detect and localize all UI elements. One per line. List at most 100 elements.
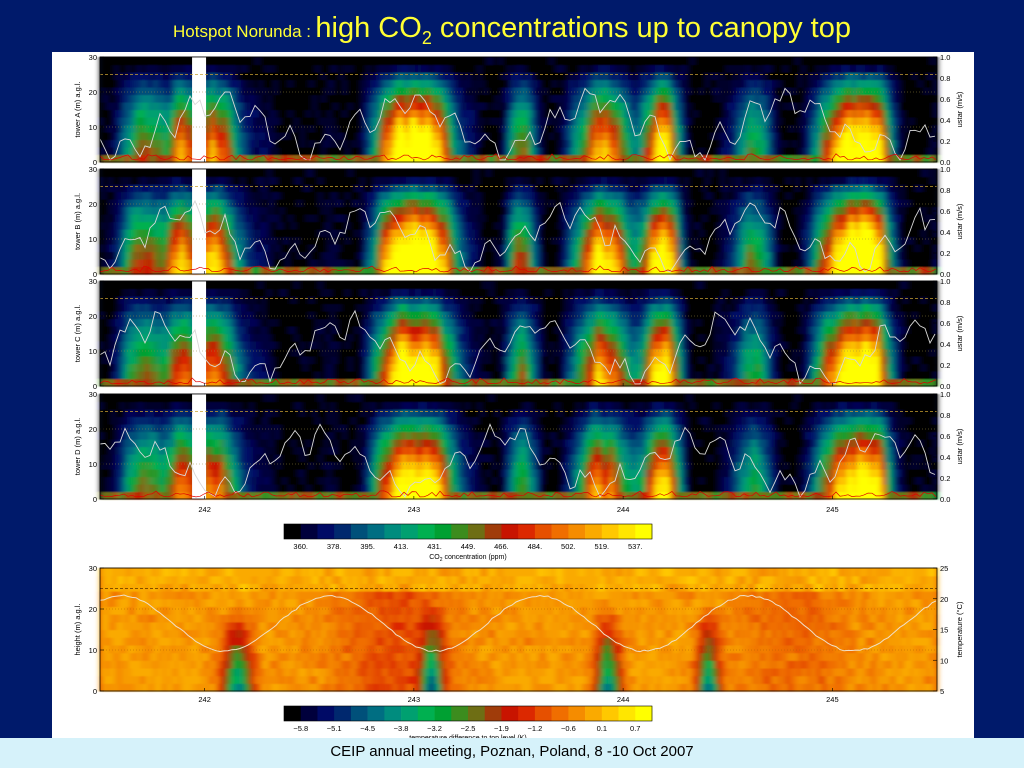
co2-colorbar-swatch <box>334 524 352 539</box>
co2-colorbar-swatch <box>568 524 586 539</box>
tower-panel-1-y-tick-label: 0 <box>93 158 97 167</box>
co2-colorbar-swatch <box>484 524 502 539</box>
title-main: high CO2 concentrations up to canopy top <box>315 12 851 48</box>
co2-colorbar-label-post: concentration (ppm) <box>443 554 507 561</box>
tower-panel-3-red-line <box>99 377 937 385</box>
temperature-colorbar-tick-label: 0.1 <box>597 724 607 733</box>
co2-colorbar-label-pre: CO <box>429 554 440 561</box>
tower-panel-4-y2-tick-label: 0.4 <box>940 453 950 462</box>
temperature-colorbar-swatch <box>551 706 569 721</box>
tower-panel-3-data-gap <box>192 281 207 386</box>
tower-panel-4-y-tick-label: 30 <box>89 390 97 399</box>
co2-colorbar-swatch <box>585 524 603 539</box>
tower-panel-1-y2-tick-label: 0.0 <box>940 158 950 167</box>
temperature-colorbar-swatch <box>367 706 385 721</box>
tower-panel-1-y-tick-label: 10 <box>89 123 97 132</box>
title-subscript: 2 <box>422 28 432 48</box>
tower-panel-3-y2-tick-label: 0.2 <box>940 361 950 370</box>
co2-colorbar-tick-label: 537. <box>628 542 643 551</box>
title-main-text: high CO <box>315 12 421 44</box>
temperature-panel-x-tick-label: 242 <box>198 695 211 704</box>
co2-colorbar-tick-label: 378. <box>327 542 342 551</box>
co2-colorbar-swatch <box>317 524 335 539</box>
tower-panel-1-ustar-line <box>99 87 936 161</box>
temperature-colorbar-swatch <box>417 706 435 721</box>
tower-panel-2-y2-label: ustar (m/s) <box>955 203 964 239</box>
tower-panel-4-y2-tick-label: 0.6 <box>940 432 950 441</box>
tower-panel-4-data-gap <box>192 394 207 499</box>
temperature-colorbar-swatch <box>451 706 469 721</box>
temperature-panel-x-tick-label: 244 <box>617 695 630 704</box>
co2-colorbar-swatch <box>401 524 419 539</box>
tower-panel-3-y2-tick-label: 1.0 <box>940 277 950 286</box>
figure-svg: 0 10 20 30 0.0 0.2 0.4 0.6 0.8 1.0 tower A (m) a.g… <box>73 53 964 742</box>
temperature-panel-y2-label: temperature (°C) <box>955 601 964 657</box>
temperature-colorbar-swatch <box>618 706 636 721</box>
figure-panel: 0 10 20 30 0.0 0.2 0.4 0.6 0.8 1.0 tower A (m) a.g… <box>52 52 974 746</box>
co2-colorbar-swatch <box>300 524 318 539</box>
co2-colorbar-swatch <box>384 524 402 539</box>
tower-panel-1-y2-label: ustar (m/s) <box>955 91 964 127</box>
co2-colorbar-tick-label: 413. <box>394 542 409 551</box>
tower-panel-4-y2-tick-label: 0.2 <box>940 474 950 483</box>
tower-panel-4-y2-tick-label: 0.8 <box>940 411 950 420</box>
temperature-colorbar-tick-label: −0.6 <box>561 724 576 733</box>
co2-colorbar-tick-label: 484. <box>528 542 543 551</box>
co2-colorbar-tick-label: 431. <box>427 542 442 551</box>
temperature-colorbar-swatch <box>334 706 352 721</box>
tower-panel-2-y2-tick-label: 0.8 <box>940 186 950 195</box>
tower-panel-1-y-tick-label: 20 <box>89 88 97 97</box>
tower-panel-2-frame <box>99 168 938 275</box>
tower-panel-2-y-tick-label: 30 <box>89 165 97 174</box>
temperature-panel-y2-tick-label: 10 <box>940 656 948 665</box>
tower-panel-1-heatmap <box>100 57 938 163</box>
co2-colorbar-swatch <box>534 524 552 539</box>
tower-panel-3-y-tick-label: 30 <box>89 277 97 286</box>
temperature-panel-heatmap <box>100 568 938 692</box>
temperature-colorbar-tick-label: −5.1 <box>327 724 342 733</box>
tower-panel-2-y2-tick-label: 1.0 <box>940 165 950 174</box>
co2-colorbar-swatch <box>417 524 435 539</box>
tower-panel-1-y-label: tower A (m) a.g.l. <box>73 81 82 137</box>
tower-panel-4-y-tick-label: 0 <box>93 495 97 504</box>
tower-panel-4-ustar-line <box>99 423 936 498</box>
tower-panel-1-data-gap <box>192 57 207 162</box>
temperature-panel-y2-tick-label: 25 <box>940 564 948 573</box>
tower-panel-4-y-label: tower D (m) a.g.l. <box>73 418 82 476</box>
tower-panel-3-y-tick-label: 20 <box>89 312 97 321</box>
co2-colorbar-swatch <box>501 524 519 539</box>
tower-panel-2-heatmap <box>100 169 938 275</box>
tower-panel-3-y2-label: ustar (m/s) <box>955 315 964 351</box>
tower-panel-2-red-line <box>99 265 937 273</box>
tower-panel-1-y2-tick-label: 0.2 <box>940 137 950 146</box>
temperature-panel-x-tick-label: 243 <box>408 695 421 704</box>
tower-panel-1-y2-tick-label: 0.8 <box>940 74 950 83</box>
tower-x-tick-label: 242 <box>198 505 211 514</box>
slide-title: Hotspot Norunda : high CO2 concentration… <box>0 12 1024 49</box>
tower-panel-4-frame <box>99 393 938 500</box>
footer-text: CEIP annual meeting, Poznan, Poland, 8 -… <box>0 743 1024 760</box>
tower-panel-3-frame <box>99 280 938 387</box>
temperature-colorbar-tick-label: −5.8 <box>293 724 308 733</box>
tower-panel-1-y2-tick-label: 0.4 <box>940 116 950 125</box>
temperature-colorbar-swatch <box>434 706 452 721</box>
temperature-colorbar-tick-label: −3.2 <box>427 724 442 733</box>
co2-colorbar-swatch <box>451 524 469 539</box>
temperature-colorbar-swatch <box>384 706 402 721</box>
temperature-colorbar-swatch <box>501 706 519 721</box>
co2-colorbar-swatch <box>434 524 452 539</box>
tower-panel-3-ustar-line <box>99 309 936 385</box>
tower-panel-4-heatmap <box>100 394 938 500</box>
temperature-colorbar-swatch <box>484 706 502 721</box>
temperature-colorbar-swatch <box>317 706 335 721</box>
tower-panel-3-y-tick-label: 0 <box>93 382 97 391</box>
temperature-panel-y2-tick-label: 20 <box>940 595 948 604</box>
temperature-colorbar-swatch <box>534 706 552 721</box>
temperature-panel-y2-tick-label: 5 <box>940 687 944 696</box>
temperature-colorbar-swatch <box>300 706 318 721</box>
temperature-panel-y-label: height (m) a.g.l. <box>73 603 82 655</box>
temperature-colorbar-swatch <box>568 706 586 721</box>
tower-panel-1-y-tick-label: 30 <box>89 53 97 62</box>
co2-colorbar-frame <box>283 523 653 540</box>
temperature-panel-y-tick-label: 30 <box>89 564 97 573</box>
